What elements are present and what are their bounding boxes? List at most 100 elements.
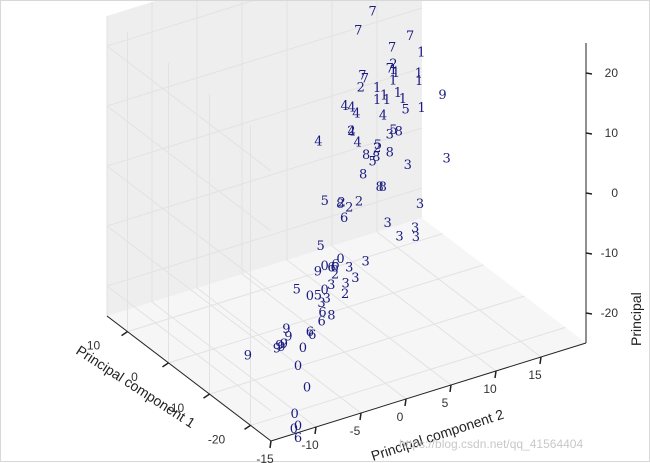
grid-line [241, 273, 407, 400]
data-point-digit-4: 4 [379, 109, 387, 124]
data-point-digit-2: 2 [341, 287, 349, 302]
data-point-digit-5: 5 [402, 102, 410, 117]
y-axis-label: Principal component 2 [369, 406, 506, 463]
data-point-digit-8: 8 [395, 125, 403, 140]
data-point-digit-5: 5 [368, 154, 376, 169]
y-tick-mark [539, 356, 542, 365]
data-point-digit-7: 7 [354, 24, 362, 39]
x-tick-label: -10 [167, 401, 185, 415]
data-point-digit-2: 2 [337, 196, 345, 211]
x-tick-mark [244, 424, 251, 430]
data-point-digit-1: 1 [392, 66, 400, 81]
grid-line [106, 225, 272, 352]
grid-line [209, 295, 525, 395]
data-point-digit-2: 2 [345, 200, 353, 215]
data-point-digit-2: 2 [357, 81, 365, 96]
data-point-digit-5: 5 [293, 283, 301, 298]
z-tick-label: -10 [601, 246, 619, 260]
data-point-digit-5: 5 [374, 138, 382, 153]
z-tick-label: -20 [601, 306, 619, 320]
grid-line [331, 245, 497, 372]
data-point-digit-5: 5 [389, 123, 397, 138]
data-point-digit-8: 8 [379, 180, 387, 195]
z-tick-mark [585, 192, 593, 195]
data-point-digit-9: 9 [438, 88, 446, 103]
data-point-digit-4: 4 [354, 135, 362, 150]
x-tick-mark [203, 393, 210, 399]
y-tick-label: -5 [350, 424, 361, 438]
data-point-digit-2: 2 [331, 268, 339, 283]
data-point-digit-6: 6 [318, 315, 326, 330]
y-tick-label: -10 [301, 438, 319, 452]
y-tick-label: 15 [528, 368, 542, 382]
x-tick-labels: -20 -10 0 10 [87, 339, 226, 447]
data-point-digit-3: 3 [416, 197, 424, 212]
y-tick-mark [449, 384, 452, 393]
data-point-digit-1: 1 [417, 101, 425, 116]
x-tick-label: 0 [131, 370, 138, 384]
data-point-digit-0: 0 [336, 252, 344, 267]
data-point-digit-0: 0 [294, 359, 302, 374]
data-point-digit-9: 9 [244, 348, 252, 363]
z-axis-label: Principal [628, 292, 644, 346]
grid-line [376, 231, 542, 358]
grid-line [196, 287, 362, 414]
data-point-digit-3: 3 [384, 216, 392, 231]
y-tick-mark [359, 412, 362, 421]
data-point-digit-4: 4 [347, 101, 355, 116]
data-point-digit-4: 4 [352, 107, 360, 122]
data-point-digit-9: 9 [277, 340, 285, 355]
pane-back-face [107, 1, 422, 316]
data-point-digit-7: 7 [361, 72, 369, 87]
data-point-digit-1: 1 [373, 93, 381, 108]
data-point-digit-8: 8 [362, 148, 370, 163]
data-point-digit-6: 6 [327, 261, 335, 276]
data-point-digit-0: 0 [320, 259, 328, 274]
axis-lines [106, 43, 593, 449]
grid-line [151, 301, 317, 428]
grid-line [106, 1, 254, 47]
z-tick-label: 10 [605, 126, 619, 140]
z-tick-labels: 20 10 0 -10 -20 [601, 66, 619, 320]
data-point-digit-6: 6 [308, 328, 316, 343]
x-axis-line [106, 315, 272, 442]
y-tick-labels: -15 -10 -5 0 5 10 15 [256, 368, 542, 463]
data-point-digit-7: 7 [358, 69, 366, 84]
data-point-digit-6: 6 [340, 211, 348, 226]
x-tick-mark [162, 362, 169, 368]
data-point-digit-5: 5 [317, 239, 325, 254]
data-point-digit-9: 9 [273, 341, 281, 356]
data-point-digit-3: 3 [386, 128, 394, 143]
grid-line [286, 259, 452, 386]
data-point-digit-6: 6 [331, 257, 339, 272]
data-point-digit-1: 1 [389, 74, 397, 89]
x-tick-mark [121, 331, 128, 337]
y-tick-mark [404, 398, 407, 407]
data-point-digit-1: 1 [415, 74, 423, 89]
data-point-digit-5: 5 [314, 289, 322, 304]
data-point-digit-7: 7 [386, 62, 394, 77]
data-point-digit-3: 3 [395, 230, 403, 245]
data-point-digit-7: 7 [368, 4, 376, 19]
grid-line [106, 7, 423, 107]
y-tick-mark [314, 426, 317, 435]
data-point-digit-0: 0 [294, 419, 302, 434]
grid-line [106, 285, 272, 412]
data-point-digit-6: 6 [306, 325, 314, 340]
grid-line [168, 264, 484, 364]
y-axis-line [270, 342, 587, 442]
data-point-digit-1: 1 [383, 93, 391, 108]
data-point-digit-8: 8 [336, 197, 344, 212]
data-point-digit-3: 3 [412, 230, 420, 245]
data-point-digit-5: 5 [321, 194, 329, 209]
x-tick-label: -20 [208, 432, 226, 446]
data-point-digit-1: 1 [389, 63, 397, 78]
y-tick-mark [494, 370, 497, 379]
grid-line [106, 45, 272, 172]
data-point-digit-3: 3 [361, 254, 369, 269]
data-point-digit-2: 2 [355, 194, 363, 209]
grid-line [127, 233, 443, 333]
data-point-digit-1: 1 [380, 89, 388, 104]
